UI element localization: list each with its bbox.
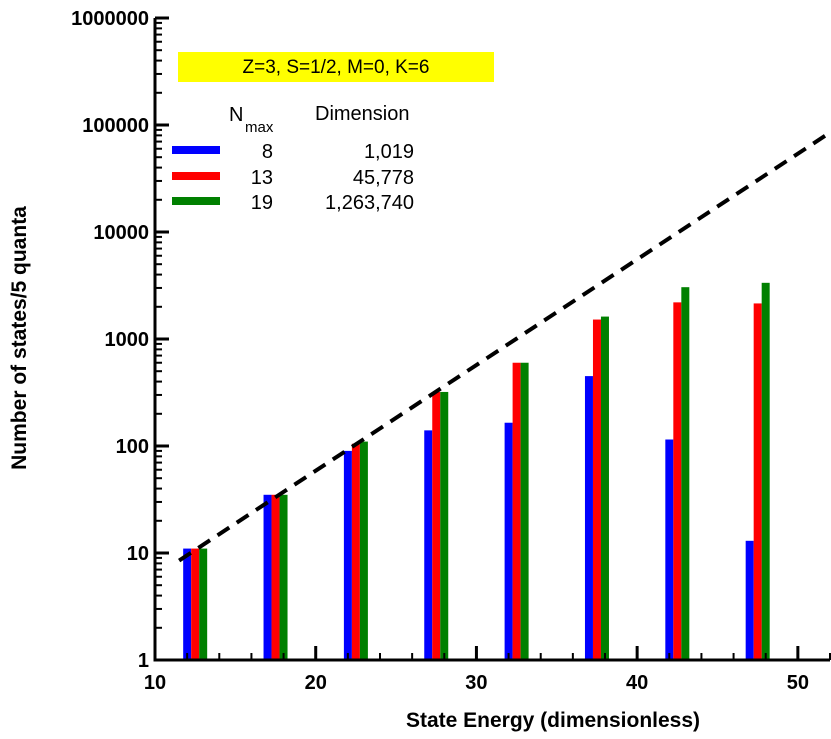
legend-dimension-1: 1,019 bbox=[364, 141, 414, 163]
bar-13-6 bbox=[673, 302, 682, 660]
bar-13-3 bbox=[432, 391, 441, 660]
bar-13-2 bbox=[351, 443, 360, 660]
x-tick-label-4: 50 bbox=[787, 672, 809, 694]
x-tick-label-2: 30 bbox=[465, 672, 487, 694]
annotation-box: Z=3, S=1/2, M=0, K=6 bbox=[178, 52, 494, 82]
bar-19-1 bbox=[279, 494, 288, 660]
bar-8-6 bbox=[665, 439, 674, 660]
bar-8-7 bbox=[745, 540, 754, 660]
bar-13-0 bbox=[191, 548, 200, 660]
bar-13-5 bbox=[592, 319, 601, 660]
legend: N max Dimension 8 1,019 13 45,778 19 1,2… bbox=[172, 103, 414, 214]
y-tick-label-3: 1000 bbox=[105, 329, 150, 351]
bar-19-5 bbox=[600, 316, 609, 660]
bar-8-0 bbox=[183, 548, 192, 660]
bar-19-2 bbox=[359, 441, 368, 660]
bar-19-3 bbox=[440, 391, 449, 660]
legend-nmax-1: 8 bbox=[262, 141, 273, 163]
bars-group bbox=[183, 282, 770, 660]
bar-13-7 bbox=[753, 303, 762, 660]
legend-nmax-3: 19 bbox=[251, 192, 273, 214]
bar-19-6 bbox=[681, 287, 690, 660]
bar-19-0 bbox=[199, 548, 208, 660]
legend-header-sub: max bbox=[245, 119, 274, 136]
legend-swatch-2 bbox=[172, 172, 220, 180]
x-tick-label-1: 20 bbox=[305, 672, 327, 694]
x-tick-label-3: 40 bbox=[626, 672, 648, 694]
y-tick-label-5: 100000 bbox=[82, 115, 149, 137]
bar-8-3 bbox=[424, 430, 433, 660]
y-tick-label-1: 10 bbox=[127, 543, 149, 565]
y-tick-label-2: 100 bbox=[116, 436, 149, 458]
y-tick-label-0: 1 bbox=[138, 650, 149, 672]
annotation-background bbox=[178, 52, 494, 82]
y-tick-label-4: 10000 bbox=[93, 222, 149, 244]
y-axis-title: Number of states/5 quanta bbox=[8, 206, 31, 470]
bar-19-7 bbox=[761, 282, 770, 660]
bar-13-1 bbox=[271, 494, 280, 660]
trend-line bbox=[178, 130, 831, 563]
legend-dimension-3: 1,263,740 bbox=[325, 192, 414, 214]
bar-8-5 bbox=[584, 376, 593, 660]
bar-8-2 bbox=[343, 450, 352, 660]
annotation-text: Z=3, S=1/2, M=0, K=6 bbox=[243, 57, 430, 78]
x-axis-title: State Energy (dimensionless) bbox=[406, 709, 700, 732]
bar-19-4 bbox=[520, 362, 529, 660]
legend-header-n: N bbox=[229, 104, 243, 126]
legend-swatch-1 bbox=[172, 146, 220, 154]
legend-dimension-2: 45,778 bbox=[353, 167, 414, 189]
legend-header-dimension: Dimension bbox=[315, 103, 409, 125]
bar-13-4 bbox=[512, 362, 521, 660]
x-tick-label-0: 10 bbox=[144, 672, 166, 694]
trend-line-group bbox=[178, 130, 831, 563]
y-tick-label-6: 1000000 bbox=[71, 8, 149, 30]
bar-8-1 bbox=[263, 494, 272, 660]
bar-8-4 bbox=[504, 422, 513, 660]
legend-nmax-2: 13 bbox=[251, 167, 273, 189]
legend-swatch-3 bbox=[172, 197, 220, 205]
